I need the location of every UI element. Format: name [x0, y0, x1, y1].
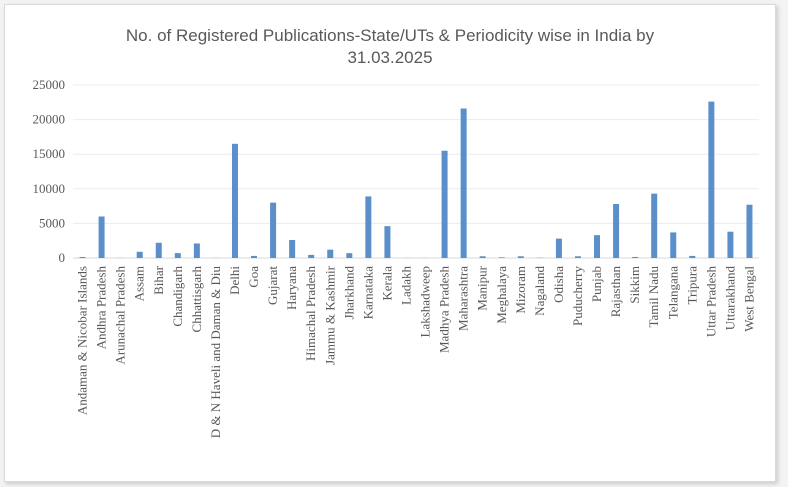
x-tick-label: Haryana [284, 266, 299, 310]
x-tick-label: Mizoram [513, 266, 528, 314]
bar [365, 196, 372, 258]
title-line-2: 31.03.2025 [347, 48, 433, 67]
x-tick-label: Chhattisgarh [189, 266, 204, 333]
chart-frame: No. of Registered Publications-State/UTs… [4, 4, 776, 482]
bar [327, 249, 334, 258]
x-tick-label: Bihar [151, 265, 166, 295]
x-tick-label: Lakshadweep [418, 266, 433, 337]
bar [460, 108, 467, 258]
bar [689, 255, 696, 258]
bar [517, 256, 524, 258]
x-tick-label: Tripura [684, 266, 699, 305]
y-tick-label: 10000 [33, 181, 66, 196]
x-tick-label: Punjab [589, 266, 604, 302]
x-tick-label: Jharkhand [341, 266, 356, 320]
x-tick-label: Rajasthan [608, 266, 623, 318]
bar [79, 256, 86, 258]
bar [251, 255, 258, 258]
x-tick-label: Uttarakhand [722, 266, 737, 331]
bar [555, 238, 562, 258]
x-tick-label: Ladakh [398, 266, 413, 305]
x-tick-label: Goa [246, 266, 261, 288]
x-tick-label: Nagaland [532, 266, 547, 316]
bar [155, 242, 162, 258]
x-tick-label: Andhra Pradesh [94, 266, 109, 350]
y-tick-label: 20000 [33, 112, 66, 127]
x-tick-label: Kerala [379, 266, 394, 301]
x-tick-label: Arunachal Pradesh [113, 266, 128, 365]
x-tick-label: West Bengal [741, 266, 756, 332]
y-tick-label: 15000 [33, 146, 66, 161]
bar [174, 253, 181, 258]
bar [632, 256, 639, 258]
x-tick-label: Uttar Pradesh [703, 266, 718, 338]
x-tick-label: Madhya Pradesh [437, 266, 452, 354]
bar [346, 253, 353, 258]
bar [441, 150, 448, 258]
x-tick-label: Himachal Pradesh [303, 266, 318, 361]
x-tick-label: Andaman & Nicobar Islands [75, 266, 90, 415]
chart-title: No. of Registered Publications-State/UTs… [5, 25, 775, 69]
bar [727, 231, 734, 258]
x-tick-label: Telangana [665, 266, 680, 319]
x-tick-label: Karnataka [360, 266, 375, 320]
x-tick-label: Manipur [475, 265, 490, 310]
x-tick-label: Maharashtra [456, 266, 471, 331]
x-tick-label: Tamil Nadu [646, 266, 661, 328]
x-tick-label: Assam [132, 266, 147, 301]
x-tick-label: Puducherry [570, 266, 585, 326]
x-tick-label: D & N Haveli and Daman & Diu [208, 266, 223, 439]
x-tick-label: Odisha [551, 266, 566, 303]
bar [289, 240, 296, 258]
bar [231, 143, 238, 258]
bar [498, 257, 505, 258]
x-tick-label: Gujarat [265, 266, 280, 305]
x-tick-label: Sikkim [627, 266, 642, 304]
bar-chart: 0 5000 10000 15000 20000 25000 Andaman & Nicob… [33, 77, 759, 439]
bar [651, 193, 658, 258]
x-tick-label: Delhi [227, 266, 242, 295]
x-tick-label: Meghalaya [494, 266, 509, 324]
x-tick-label: Chandigarh [170, 266, 185, 327]
bar [384, 226, 391, 258]
title-line-1: No. of Registered Publications-State/UTs… [125, 26, 655, 45]
bar [746, 204, 753, 258]
bar [308, 254, 315, 258]
y-tick-label: 0 [59, 250, 66, 265]
bar [193, 243, 200, 258]
bar [270, 202, 277, 258]
y-tick-label: 25000 [33, 77, 66, 92]
bar [594, 235, 601, 258]
bar [670, 232, 677, 258]
bar [479, 256, 486, 258]
bar [136, 251, 143, 258]
bar [574, 256, 581, 258]
bar [98, 216, 105, 258]
bar [708, 101, 715, 258]
bar [613, 204, 620, 258]
y-tick-label: 5000 [39, 215, 65, 230]
x-tick-label: Jammu & Kashmir [322, 265, 337, 365]
